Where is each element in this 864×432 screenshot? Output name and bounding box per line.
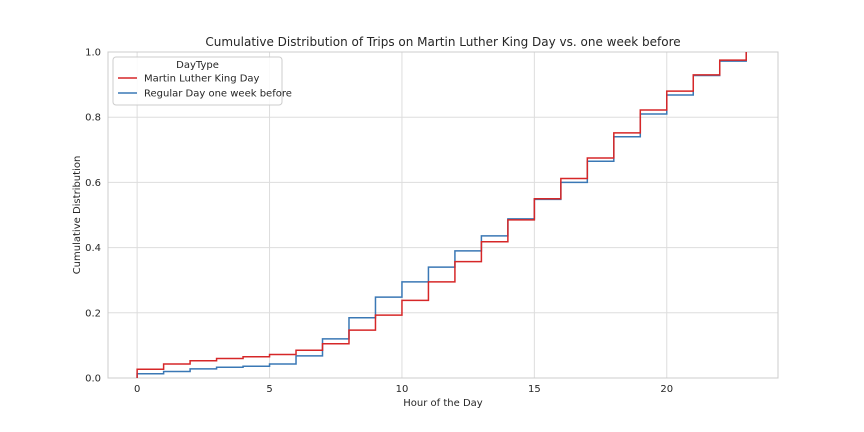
legend: DayType Martin Luther King Day Regular Da… (112, 56, 292, 106)
series-line (136, 52, 747, 378)
y-tick-label: 0.0 (85, 374, 101, 385)
x-tick-label: 15 (528, 384, 541, 395)
tick-labels: 0 5 10 15 20 0.0 0.2 0.4 0.6 0.8 1.0 (85, 48, 673, 396)
x-tick-label: 20 (660, 384, 673, 395)
y-tick-label: 0.8 (85, 113, 101, 124)
legend-title: DayType (176, 60, 219, 71)
y-tick-label: 0.2 (85, 308, 101, 319)
series-line (136, 52, 747, 378)
y-tick-label: 0.4 (85, 243, 101, 254)
x-tick-label: 10 (396, 384, 409, 395)
y-axis-title: Cumulative Distribution (72, 156, 83, 275)
chart-title: Cumulative Distribution of Trips on Mart… (205, 35, 680, 49)
x-tick-label: 0 (134, 384, 140, 395)
plot-frame (107, 51, 779, 379)
series-layer (136, 52, 747, 378)
x-tick-label: 5 (266, 384, 272, 395)
x-axis-title: Hour of the Day (403, 398, 483, 409)
legend-box (112, 56, 283, 106)
y-tick-label: 0.6 (85, 178, 101, 189)
legend-label: Martin Luther King Day (144, 74, 260, 85)
legend-label: Regular Day one week before (144, 89, 292, 100)
legend-entries: Martin Luther King Day Regular Day one we… (118, 74, 292, 100)
y-tick-label: 1.0 (85, 48, 101, 59)
